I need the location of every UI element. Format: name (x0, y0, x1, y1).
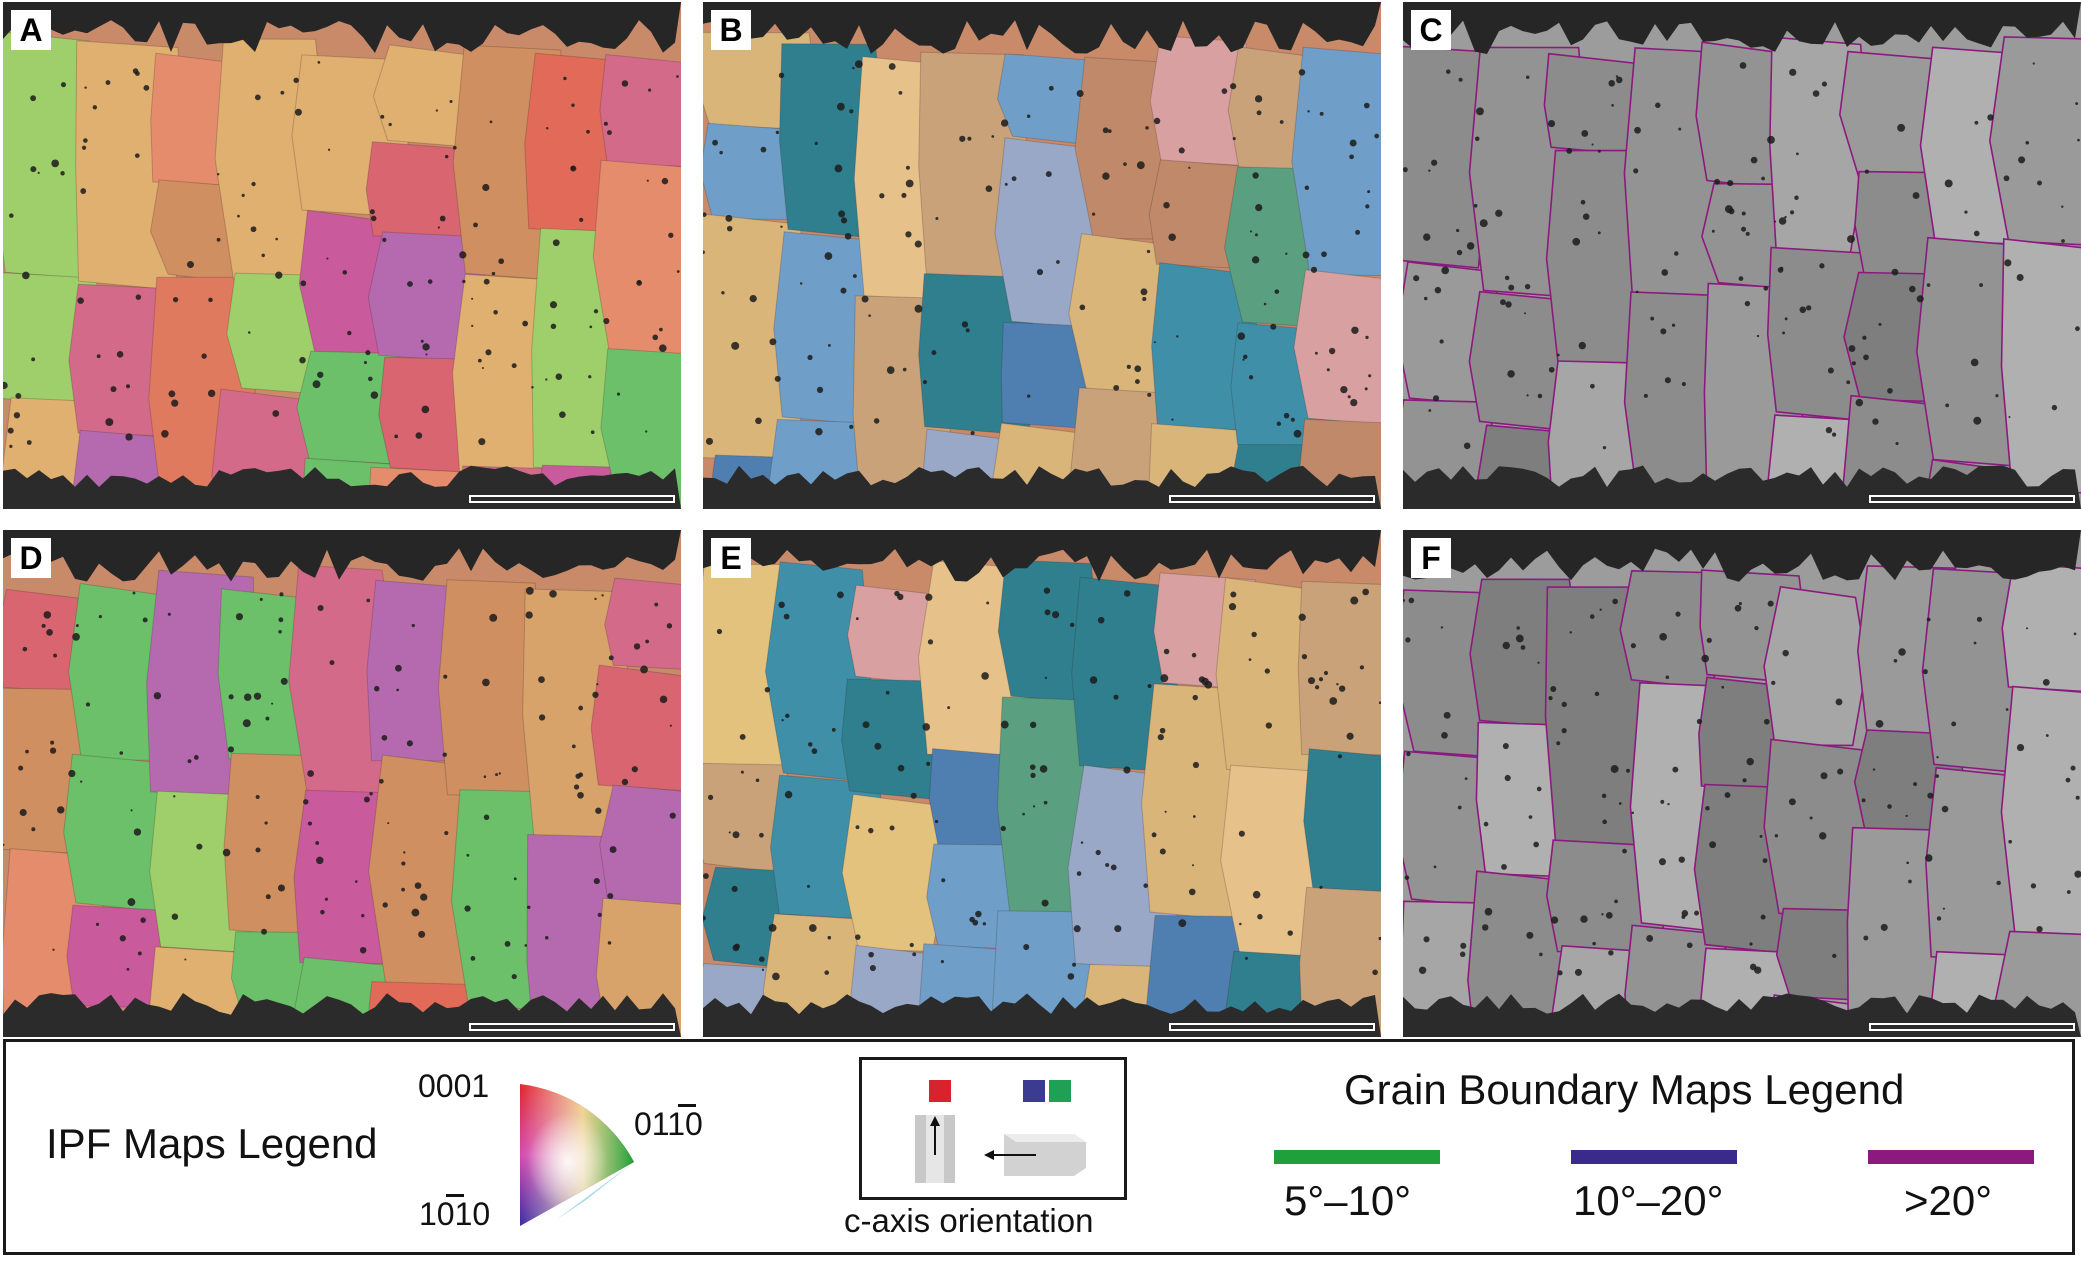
panel-c-map (1403, 2, 2081, 509)
scale-bar (1169, 495, 1375, 503)
ipf-legend-title: IPF Maps Legend (46, 1120, 378, 1167)
panel-f-map (1403, 530, 2081, 1037)
crystal-vertical-icon (915, 1115, 955, 1183)
caxis-green-swatch (1049, 1080, 1071, 1102)
ipf-color-triangle (520, 1084, 634, 1226)
ipf-label-0001: 0001 (418, 1068, 490, 1104)
figure-legend: IPF Maps Legend 0001 0110 1010 (3, 1039, 2075, 1255)
panel-letter: D (11, 538, 51, 578)
crystal-horizontal-icon (984, 1134, 1086, 1176)
panel-b-map (703, 2, 1381, 509)
panel-letter: C (1411, 10, 1451, 50)
panel-letter: A (11, 10, 51, 50)
gb-label-mid: 10°–20° (1573, 1177, 1724, 1224)
scale-bar (1869, 1023, 2075, 1031)
panel-c: C (1403, 2, 2081, 509)
gb-label-high: >20° (1904, 1177, 1993, 1224)
gb-swatch-high (1868, 1150, 2034, 1164)
panel-a-map (3, 2, 681, 509)
scale-bar (1869, 495, 2075, 503)
caxis-red-swatch (929, 1080, 951, 1102)
panel-a: A (3, 2, 681, 509)
ipf-overbar-icon (678, 1104, 696, 1107)
gb-label-low: 5°–10° (1284, 1177, 1412, 1224)
scale-bar (469, 1023, 675, 1031)
caxis-blue-swatch (1023, 1080, 1045, 1102)
panel-b: B (703, 2, 1381, 509)
gb-swatch-low (1274, 1150, 1440, 1164)
panel-e-map (703, 530, 1381, 1037)
panel-d: D (3, 530, 681, 1037)
panel-f: F (1403, 530, 2081, 1037)
gb-legend-title: Grain Boundary Maps Legend (1344, 1066, 1905, 1113)
panel-letter: B (711, 10, 751, 50)
caxis-orientation-box (859, 1057, 1127, 1200)
ipf-overbar-icon (446, 1194, 464, 1197)
panel-d-map (3, 530, 681, 1037)
panel-e: E (703, 530, 1381, 1037)
scale-bar (1169, 1023, 1375, 1031)
ipf-label-1010-text: 1010 (419, 1196, 491, 1232)
caxis-orientation-label: c-axis orientation (844, 1202, 1094, 1239)
ipf-label-1010: 1010 (419, 1196, 490, 1233)
gb-swatch-mid (1571, 1150, 1737, 1164)
scale-bar (469, 495, 675, 503)
panel-letter: F (1411, 538, 1451, 578)
panel-letter: E (711, 538, 751, 578)
ipf-label-0110: 0110 (634, 1106, 703, 1143)
ipf-label-0110-text: 0110 (634, 1106, 703, 1142)
